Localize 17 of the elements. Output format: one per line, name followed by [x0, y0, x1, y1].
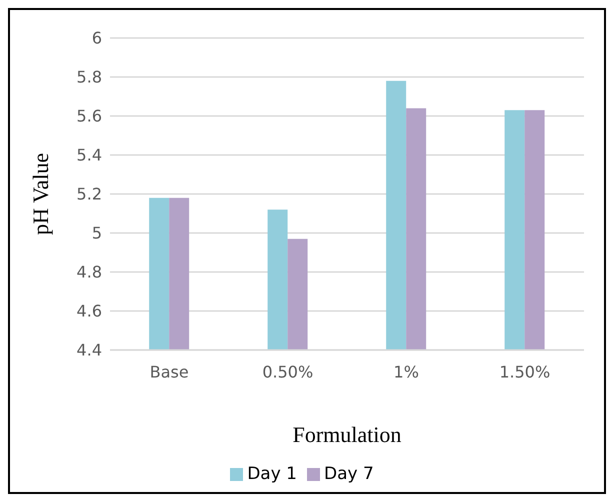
- y-tick-label: 5.8: [76, 68, 102, 87]
- x-tick-label: 1.50%: [499, 362, 550, 382]
- y-tick-label: 5.4: [76, 146, 102, 165]
- x-tick-label: 1%: [394, 362, 419, 382]
- y-tick-label: 5.6: [76, 106, 102, 126]
- y-tick-label: 4.4: [76, 340, 102, 360]
- y-tick-label: 4.8: [76, 262, 102, 282]
- y-tick-label: 6: [92, 28, 102, 48]
- y-tick-label: 4.6: [76, 302, 102, 321]
- y-axis-title: pH Value: [28, 152, 53, 236]
- legend-label: Day 1: [247, 464, 297, 484]
- x-axis-title: Formulation: [292, 422, 402, 447]
- y-tick-label: 5: [92, 224, 102, 243]
- x-tick-label: Base: [150, 362, 189, 382]
- legend-label: Day 7: [324, 464, 374, 484]
- x-tick-label: 0.50%: [262, 362, 314, 382]
- y-tick-label: 5.2: [76, 184, 102, 204]
